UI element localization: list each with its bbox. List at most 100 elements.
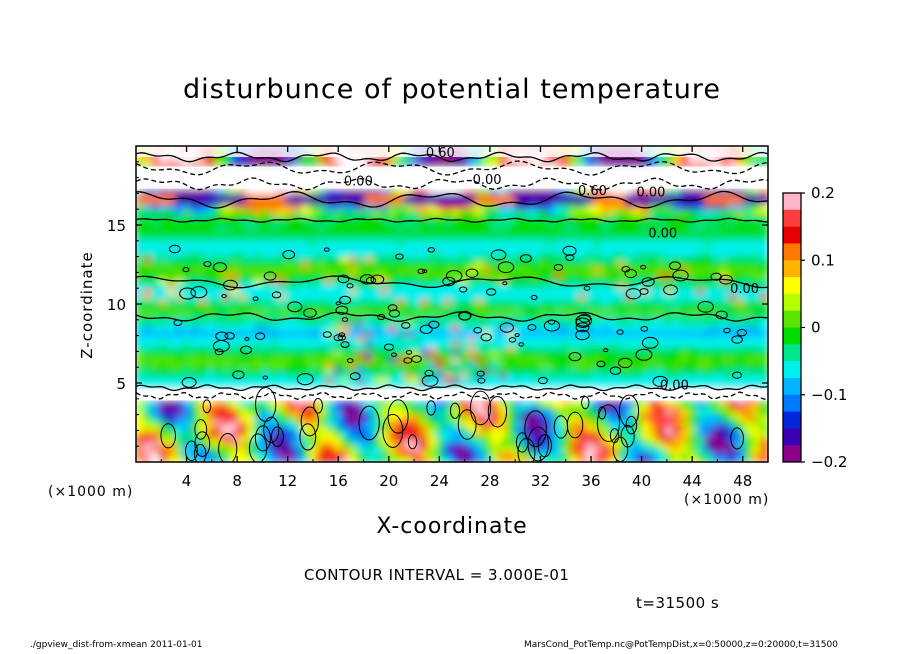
heatmap-cell (372, 356, 382, 363)
heatmap-cell (593, 192, 603, 200)
heatmap-cell (167, 398, 177, 405)
heatmap-cell (538, 282, 548, 289)
heatmap-cell (641, 319, 651, 326)
heatmap-cell (427, 261, 437, 268)
heatmap-cell (712, 445, 722, 453)
heatmap-cell (688, 198, 698, 205)
heatmap-cell (617, 403, 627, 411)
heatmap-cell (261, 187, 271, 195)
heatmap-cell (301, 350, 311, 358)
heatmap-cell (143, 235, 153, 242)
heatmap-cell (293, 261, 303, 268)
heatmap-cell (720, 250, 730, 258)
heatmap-cell (396, 277, 406, 284)
heatmap-cell (656, 250, 666, 258)
heatmap-cell (530, 245, 540, 253)
heatmap-cell (317, 213, 327, 221)
heatmap-cell (483, 198, 493, 205)
heatmap-cell (656, 429, 666, 437)
heatmap-cell (664, 287, 674, 295)
heatmap-cell (751, 456, 761, 462)
heatmap-cell (656, 277, 666, 284)
heatmap-cell (198, 282, 208, 289)
heatmap-cell (230, 377, 240, 384)
heatmap-cell (712, 287, 722, 295)
heatmap-cell (609, 345, 619, 353)
heatmap-cell (143, 203, 153, 210)
heatmap-cell (333, 161, 343, 168)
heatmap-cell (443, 414, 453, 421)
heatmap-cell (175, 266, 185, 274)
heatmap-cell (712, 345, 722, 353)
heatmap-cell (427, 187, 437, 195)
heatmap-cell (759, 408, 768, 416)
heatmap-cell (198, 256, 208, 263)
heatmap-cell (443, 329, 453, 337)
heatmap-cell (340, 235, 350, 242)
heatmap-cell (364, 335, 374, 342)
contour-line (136, 311, 768, 322)
heatmap-cell (388, 245, 398, 253)
heatmap-cell (143, 419, 153, 426)
heatmap-cell (151, 345, 161, 353)
heatmap-cell (348, 345, 358, 353)
heatmap-cell (475, 403, 485, 411)
heatmap-cell (617, 287, 627, 295)
heatmap-cell (277, 382, 287, 389)
heatmap-cell (656, 403, 666, 411)
heatmap-cell (562, 187, 572, 195)
heatmap-cell (182, 292, 192, 300)
heatmap-cell (325, 161, 335, 168)
heatmap-cell (340, 203, 350, 210)
heatmap-cell (333, 335, 343, 342)
heatmap-cell (514, 219, 524, 226)
contour-blob (387, 399, 409, 434)
heatmap-cell (728, 329, 738, 337)
heatmap-cell (522, 156, 532, 163)
heatmap-cell (483, 356, 493, 363)
heatmap-cell (633, 345, 643, 353)
heatmap-cell (136, 235, 145, 242)
heatmap-cell (704, 424, 714, 432)
heatmap-cell (419, 435, 429, 442)
heatmap-cell (656, 414, 666, 421)
heatmap-cell (340, 308, 350, 316)
heatmap-cell (190, 203, 200, 210)
heatmap-cell (743, 203, 753, 210)
heatmap-cell (412, 219, 422, 226)
contour-blob (527, 324, 537, 331)
heatmap-cell (491, 408, 501, 416)
heatmap-cell (159, 287, 169, 295)
heatmap-cell (317, 298, 327, 305)
heatmap-cell (136, 445, 145, 453)
heatmap-cell (664, 408, 674, 416)
heatmap-cell (151, 456, 161, 462)
heatmap-cell (728, 287, 738, 295)
heatmap-cell (641, 292, 651, 300)
heatmap-cell (712, 235, 722, 242)
heatmap-cell (688, 440, 698, 447)
heatmap-cell (625, 156, 635, 163)
heatmap-cell (696, 308, 706, 316)
contour-blob (395, 253, 404, 260)
heatmap-cell (720, 456, 730, 462)
heatmap-cell (656, 266, 666, 274)
heatmap-cell (680, 371, 690, 379)
heatmap-cell (261, 282, 271, 289)
heatmap-cell (451, 203, 461, 210)
heatmap-cell (664, 245, 674, 253)
heatmap-cell (246, 277, 256, 284)
heatmap-cell (506, 377, 516, 384)
heatmap-cell (704, 440, 714, 447)
heatmap-cell (404, 371, 414, 379)
heatmap-cell (649, 456, 659, 462)
heatmap-cell (735, 429, 745, 437)
heatmap-cell (617, 414, 627, 421)
heatmap-cell (498, 324, 508, 332)
heatmap-cell (333, 324, 343, 332)
heatmap-cell (443, 208, 453, 216)
heatmap-cell (688, 245, 698, 253)
heatmap-cell (167, 219, 177, 226)
heatmap-cell (530, 377, 540, 384)
heatmap-cell (317, 314, 327, 321)
